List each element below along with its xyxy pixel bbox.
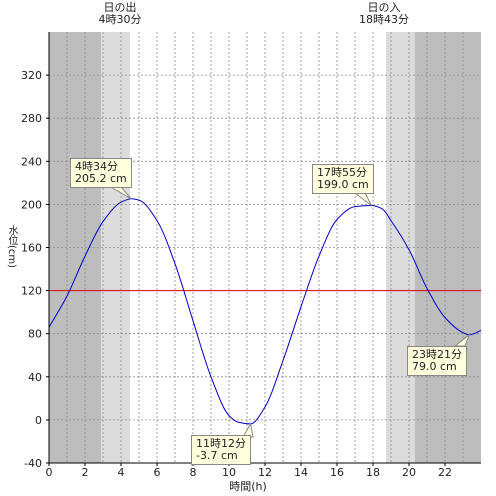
y-tick-label: 80 bbox=[28, 328, 42, 341]
y-tick-label: 200 bbox=[21, 198, 42, 211]
x-tick-label: 4 bbox=[118, 466, 125, 479]
tick-labels: 0 2 4 6 8 10 12 14 16 18 20 22 -40 0 40 80 120 160 200 240 2… bbox=[21, 69, 452, 479]
y-tick-label: 120 bbox=[21, 285, 42, 298]
x-tick-label: 0 bbox=[46, 466, 53, 479]
y-tick-label: -40 bbox=[24, 457, 42, 470]
x-tick-label: 16 bbox=[330, 466, 344, 479]
x-tick-label: 8 bbox=[190, 466, 197, 479]
night-band-evening bbox=[414, 32, 481, 463]
y-axis-label: 水位(cm) bbox=[6, 225, 17, 269]
callout-low-1: 11時12分 -3.7 cm bbox=[191, 435, 251, 465]
callout-low-2: 23時21分 79.0 cm bbox=[407, 346, 467, 376]
sunrise-label: 日の出 4時30分 bbox=[98, 1, 142, 26]
x-tick-label: 6 bbox=[154, 466, 161, 479]
y-tick-label: 240 bbox=[21, 155, 42, 168]
x-tick-label: 14 bbox=[294, 466, 308, 479]
x-tick-label: 22 bbox=[438, 466, 452, 479]
y-tick-label: 320 bbox=[21, 69, 42, 82]
x-tick-label: 10 bbox=[222, 466, 236, 479]
tide-level-line bbox=[48, 198, 482, 425]
x-tick-label: 2 bbox=[82, 466, 89, 479]
callout-high-1: 4時34分 205.2 cm bbox=[70, 158, 132, 188]
y-tick-label: 160 bbox=[21, 242, 42, 255]
y-tick-label: 40 bbox=[28, 371, 42, 384]
x-tick-label: 20 bbox=[402, 466, 416, 479]
y-tick-label: 280 bbox=[21, 112, 42, 125]
x-tick-label: 18 bbox=[366, 466, 380, 479]
x-axis-label: 時間(h) bbox=[229, 480, 267, 493]
callout-high-2: 17時55分 199.0 cm bbox=[312, 164, 374, 194]
y-tick-label: 0 bbox=[35, 414, 42, 427]
x-tick-label: 12 bbox=[258, 466, 272, 479]
sunset-label: 日の入 18時43分 bbox=[359, 1, 409, 26]
